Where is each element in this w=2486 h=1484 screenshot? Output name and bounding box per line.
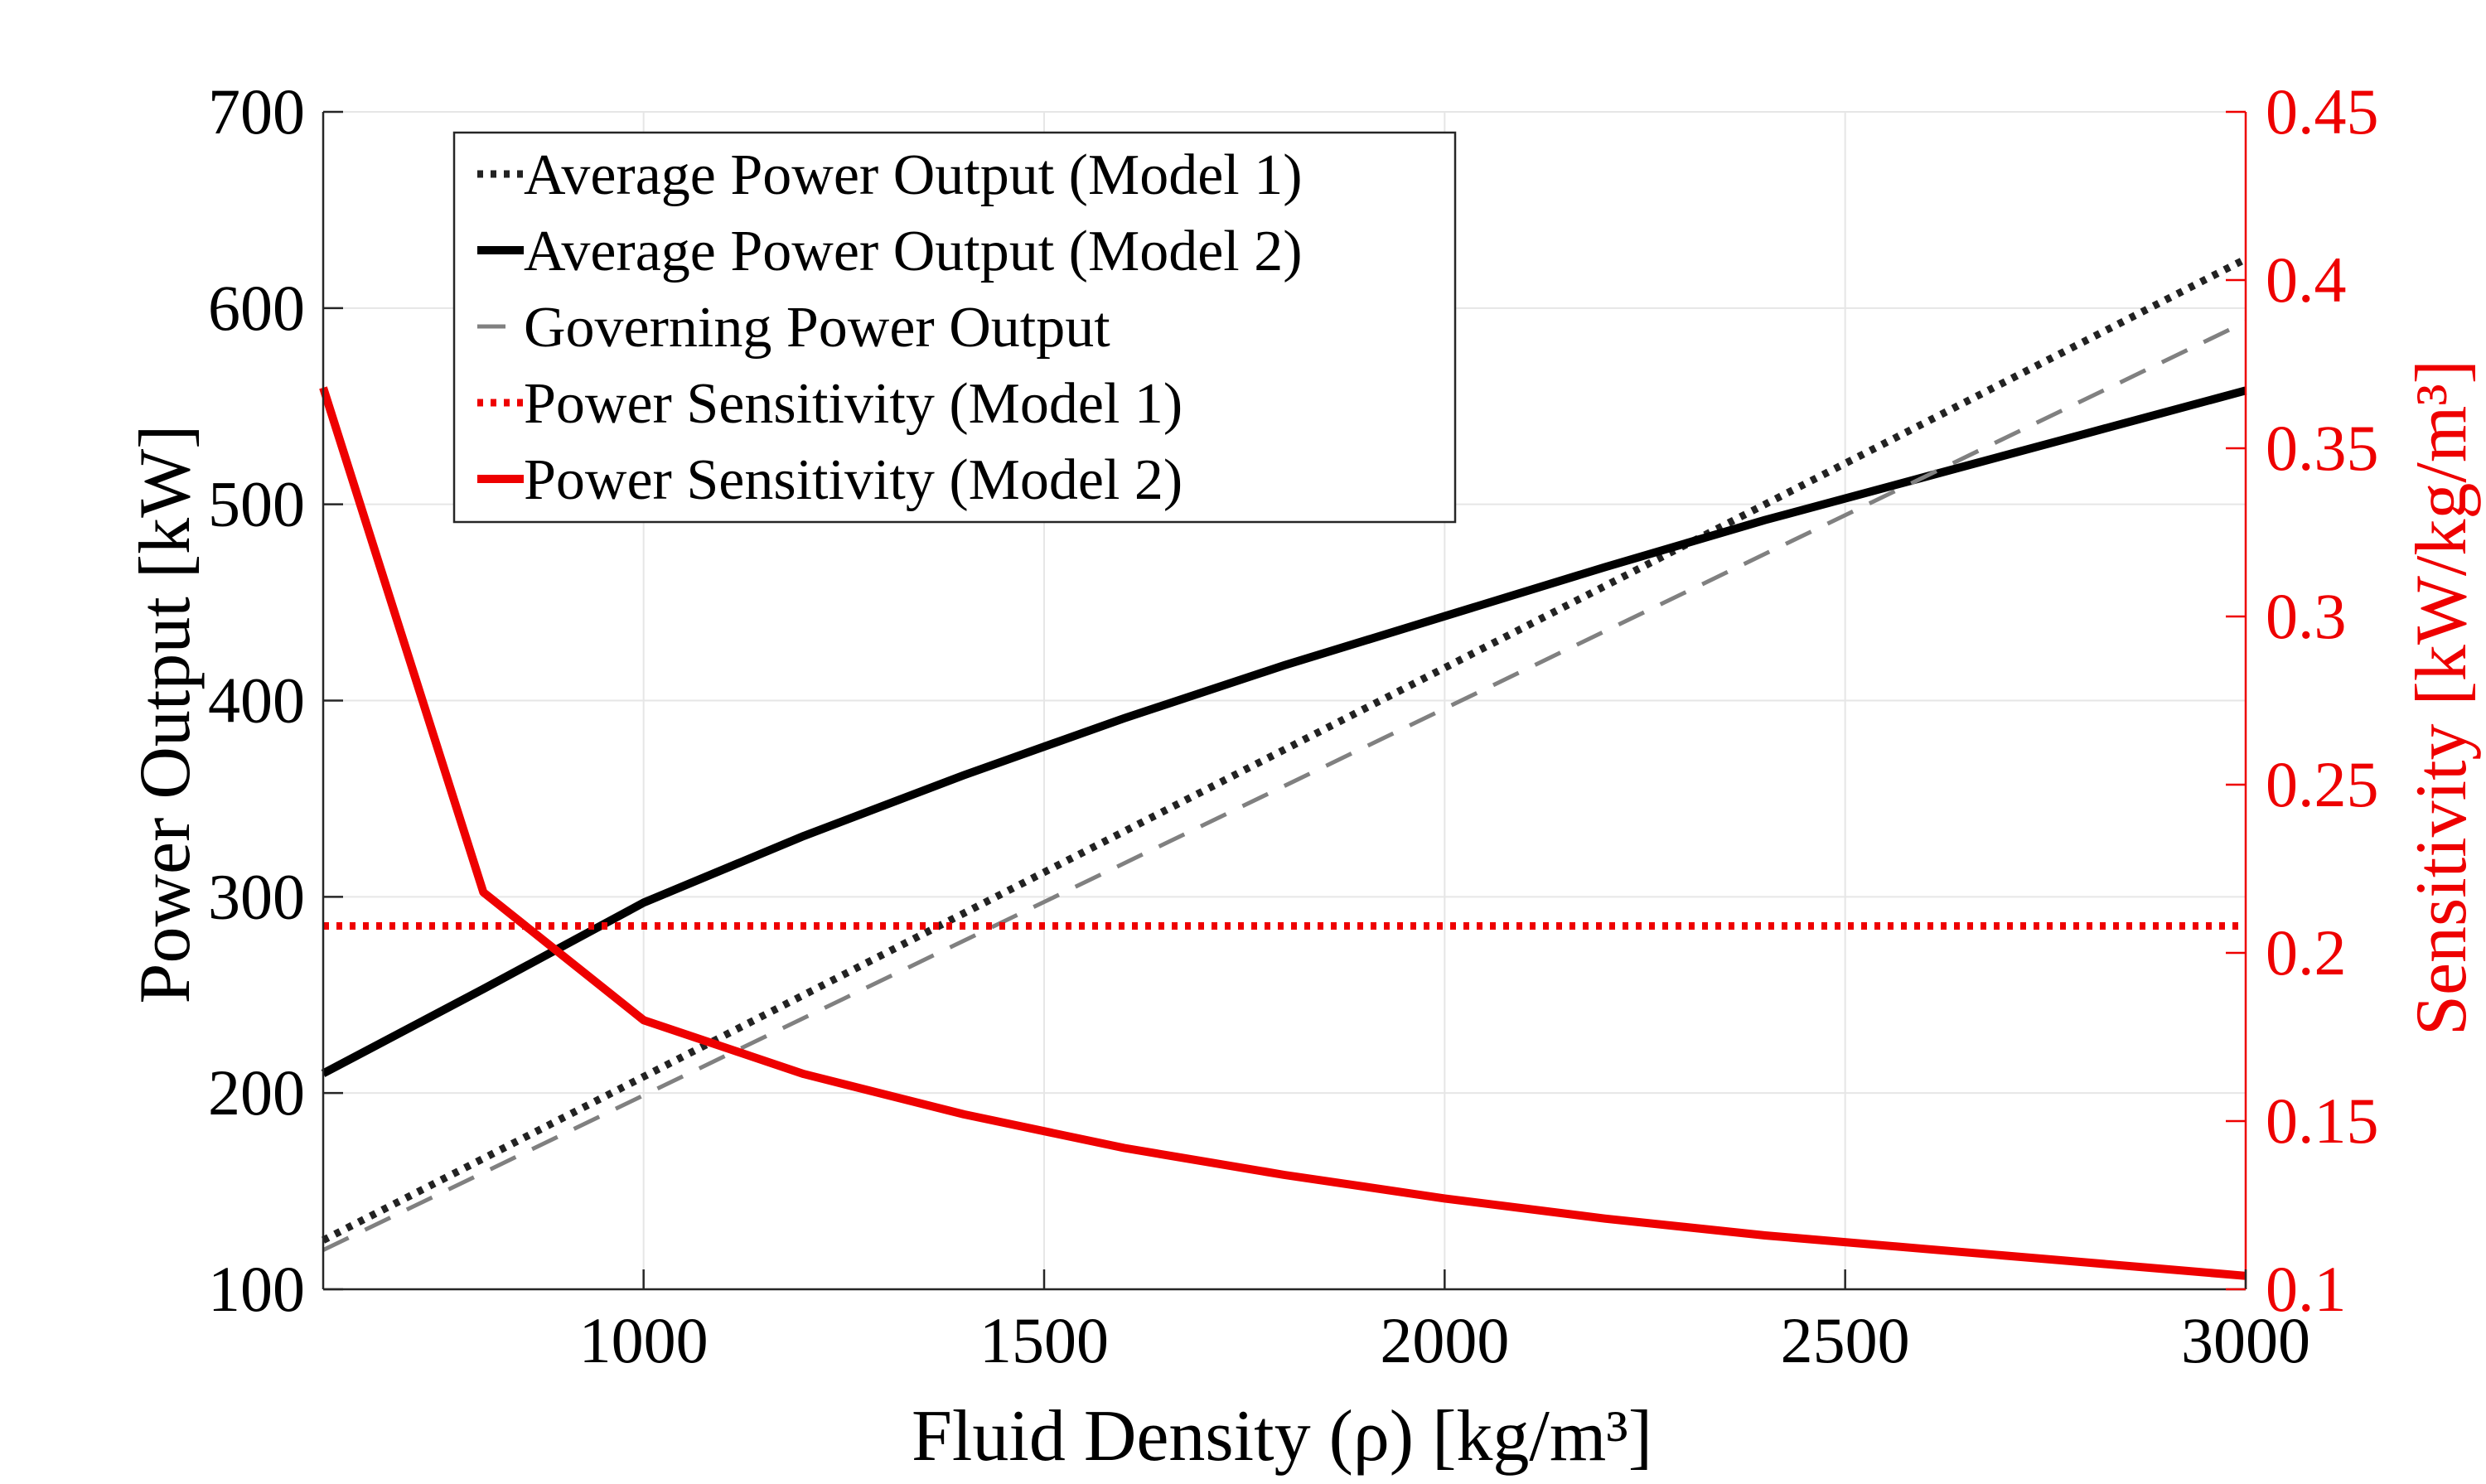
legend-label-3: Governing Power Output (524, 296, 1110, 360)
y-axis-left-label: Power Output [kW] (125, 425, 206, 1004)
series-line-5 (319, 386, 2247, 1280)
tick-labels: 1000 1500 2000 2500 3000 100 200 300 400 500 600 70… (208, 75, 2379, 1376)
legend: Average Power Output (Model 1) Average Po… (452, 131, 1457, 524)
y-axis-right-label: Sensitivity [kW/kg/m³] (2401, 360, 2482, 1036)
x-tick-label-0: 1000 (579, 1304, 709, 1376)
y-right-tick-label-7: 0.45 (2266, 75, 2379, 147)
y-right-tick-label-3: 0.25 (2266, 748, 2379, 820)
series-line-3 (322, 320, 2247, 1252)
y-right-tick-label-6: 0.4 (2266, 244, 2347, 316)
x-tick-label-1: 1500 (979, 1304, 1109, 1376)
legend-label-4: Power Sensitivity (Model 1) (524, 372, 1183, 436)
legend-box (452, 131, 1457, 524)
y-left-tick-label-1: 200 (208, 1056, 305, 1129)
x-tick-label-3: 2500 (1781, 1304, 1910, 1376)
series-layer (319, 255, 2248, 1280)
x-tick-label-4: 3000 (2181, 1304, 2310, 1376)
legend-label-5: Power Sensitivity (Model 2) (524, 448, 1183, 512)
y-left-tick-label-5: 600 (208, 272, 305, 344)
legend-label-2: Average Power Output (Model 2) (524, 220, 1303, 283)
y-right-tick-label-0: 0.1 (2266, 1253, 2347, 1325)
y-left-tick-label-6: 700 (208, 75, 305, 147)
series-line-1 (321, 255, 2248, 1244)
y-right-tick-label-4: 0.3 (2266, 580, 2347, 652)
y-left-tick-label-2: 300 (208, 860, 305, 932)
legend-label-1: Average Power Output (Model 1) (524, 143, 1303, 207)
y-right-tick-label-1: 0.15 (2266, 1085, 2379, 1157)
x-axis-label: Fluid Density (ρ) [kg/m³] (912, 1396, 1652, 1477)
y-right-tick-label-2: 0.2 (2266, 916, 2347, 989)
x-tick-label-2: 2000 (1380, 1304, 1509, 1376)
y-left-tick-label-0: 100 (208, 1253, 305, 1325)
axes (322, 110, 2247, 1291)
y-left-tick-label-3: 400 (208, 665, 305, 737)
y-left-tick-label-4: 500 (208, 468, 305, 540)
y-right-tick-label-5: 0.35 (2266, 412, 2379, 484)
